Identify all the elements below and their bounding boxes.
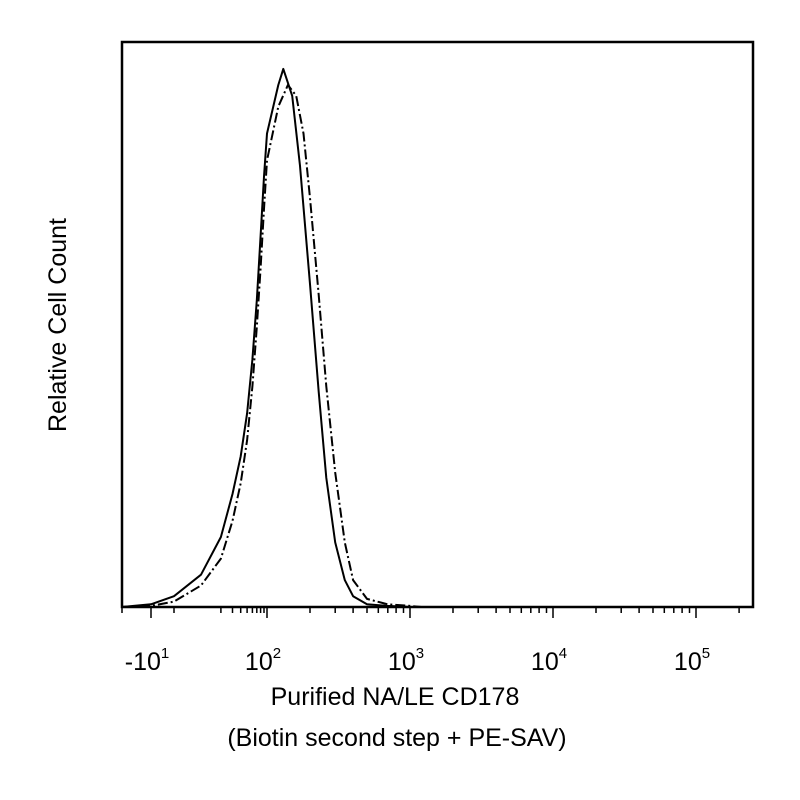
series-group: [121, 67, 422, 608]
x-tick-label: -101: [125, 645, 169, 676]
x-axis-title: Purified NA/LE CD178: [271, 683, 520, 711]
plot-area: [120, 40, 755, 609]
histogram-series-1: [121, 67, 411, 608]
x-tick-label: 103: [388, 645, 424, 676]
x-axis-ticks: [121, 607, 740, 618]
x-axis-subtitle: (Biotin second step + PE-SAV): [227, 724, 566, 752]
y-axis-title: Relative Cell Count: [44, 218, 72, 432]
x-tick-label: 105: [674, 645, 710, 676]
x-axis-tick-labels: -101 102 103 104 105: [125, 645, 710, 676]
x-tick-label: 102: [245, 645, 281, 676]
x-tick-label: 104: [531, 645, 567, 676]
histogram-series-2: [121, 84, 422, 608]
